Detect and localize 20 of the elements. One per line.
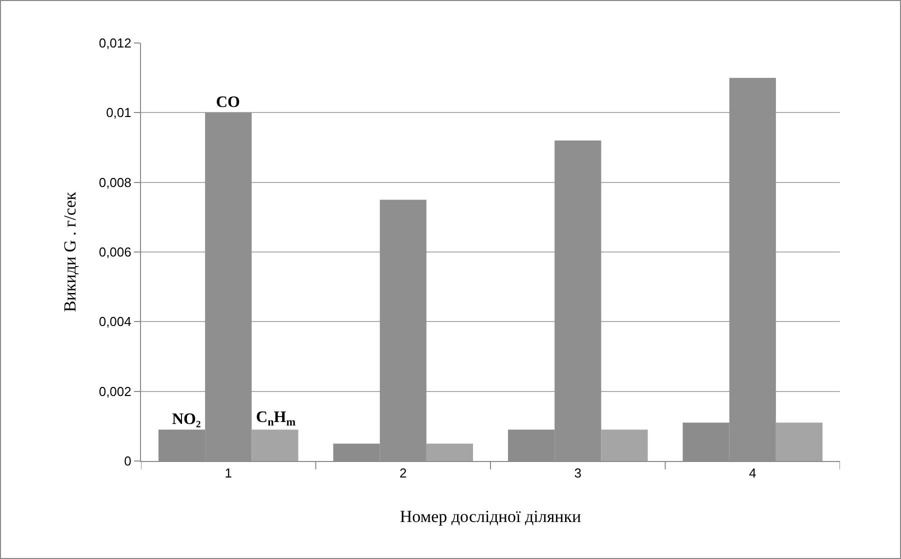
bar [776,422,823,461]
y-tick-label: 0,006 [98,244,132,260]
x-tick-label: 2 [400,466,407,481]
x-tick-label: 1 [224,466,232,481]
y-tick-label: 0,008 [98,174,132,190]
y-axis-title: Викиди G . г/сек [60,191,80,312]
y-tick-label: 0,01 [106,105,132,120]
y-tick-label: 0,002 [98,384,132,399]
y-tick-label: 0,012 [98,36,132,51]
series-label: CO [216,94,240,111]
x-tick-label: 3 [574,466,582,481]
y-tick-label: 0,004 [98,314,132,330]
x-axis-title: Номер дослідної ділянки [400,507,582,526]
x-tick-label: 4 [749,466,756,481]
y-tick-label: 0 [124,454,132,469]
series-label: C$_{n}$H$_{m}$ [256,409,296,428]
bar [426,444,474,461]
bar [252,430,298,461]
bar [601,430,648,461]
series-label: NO₂ [172,411,201,428]
